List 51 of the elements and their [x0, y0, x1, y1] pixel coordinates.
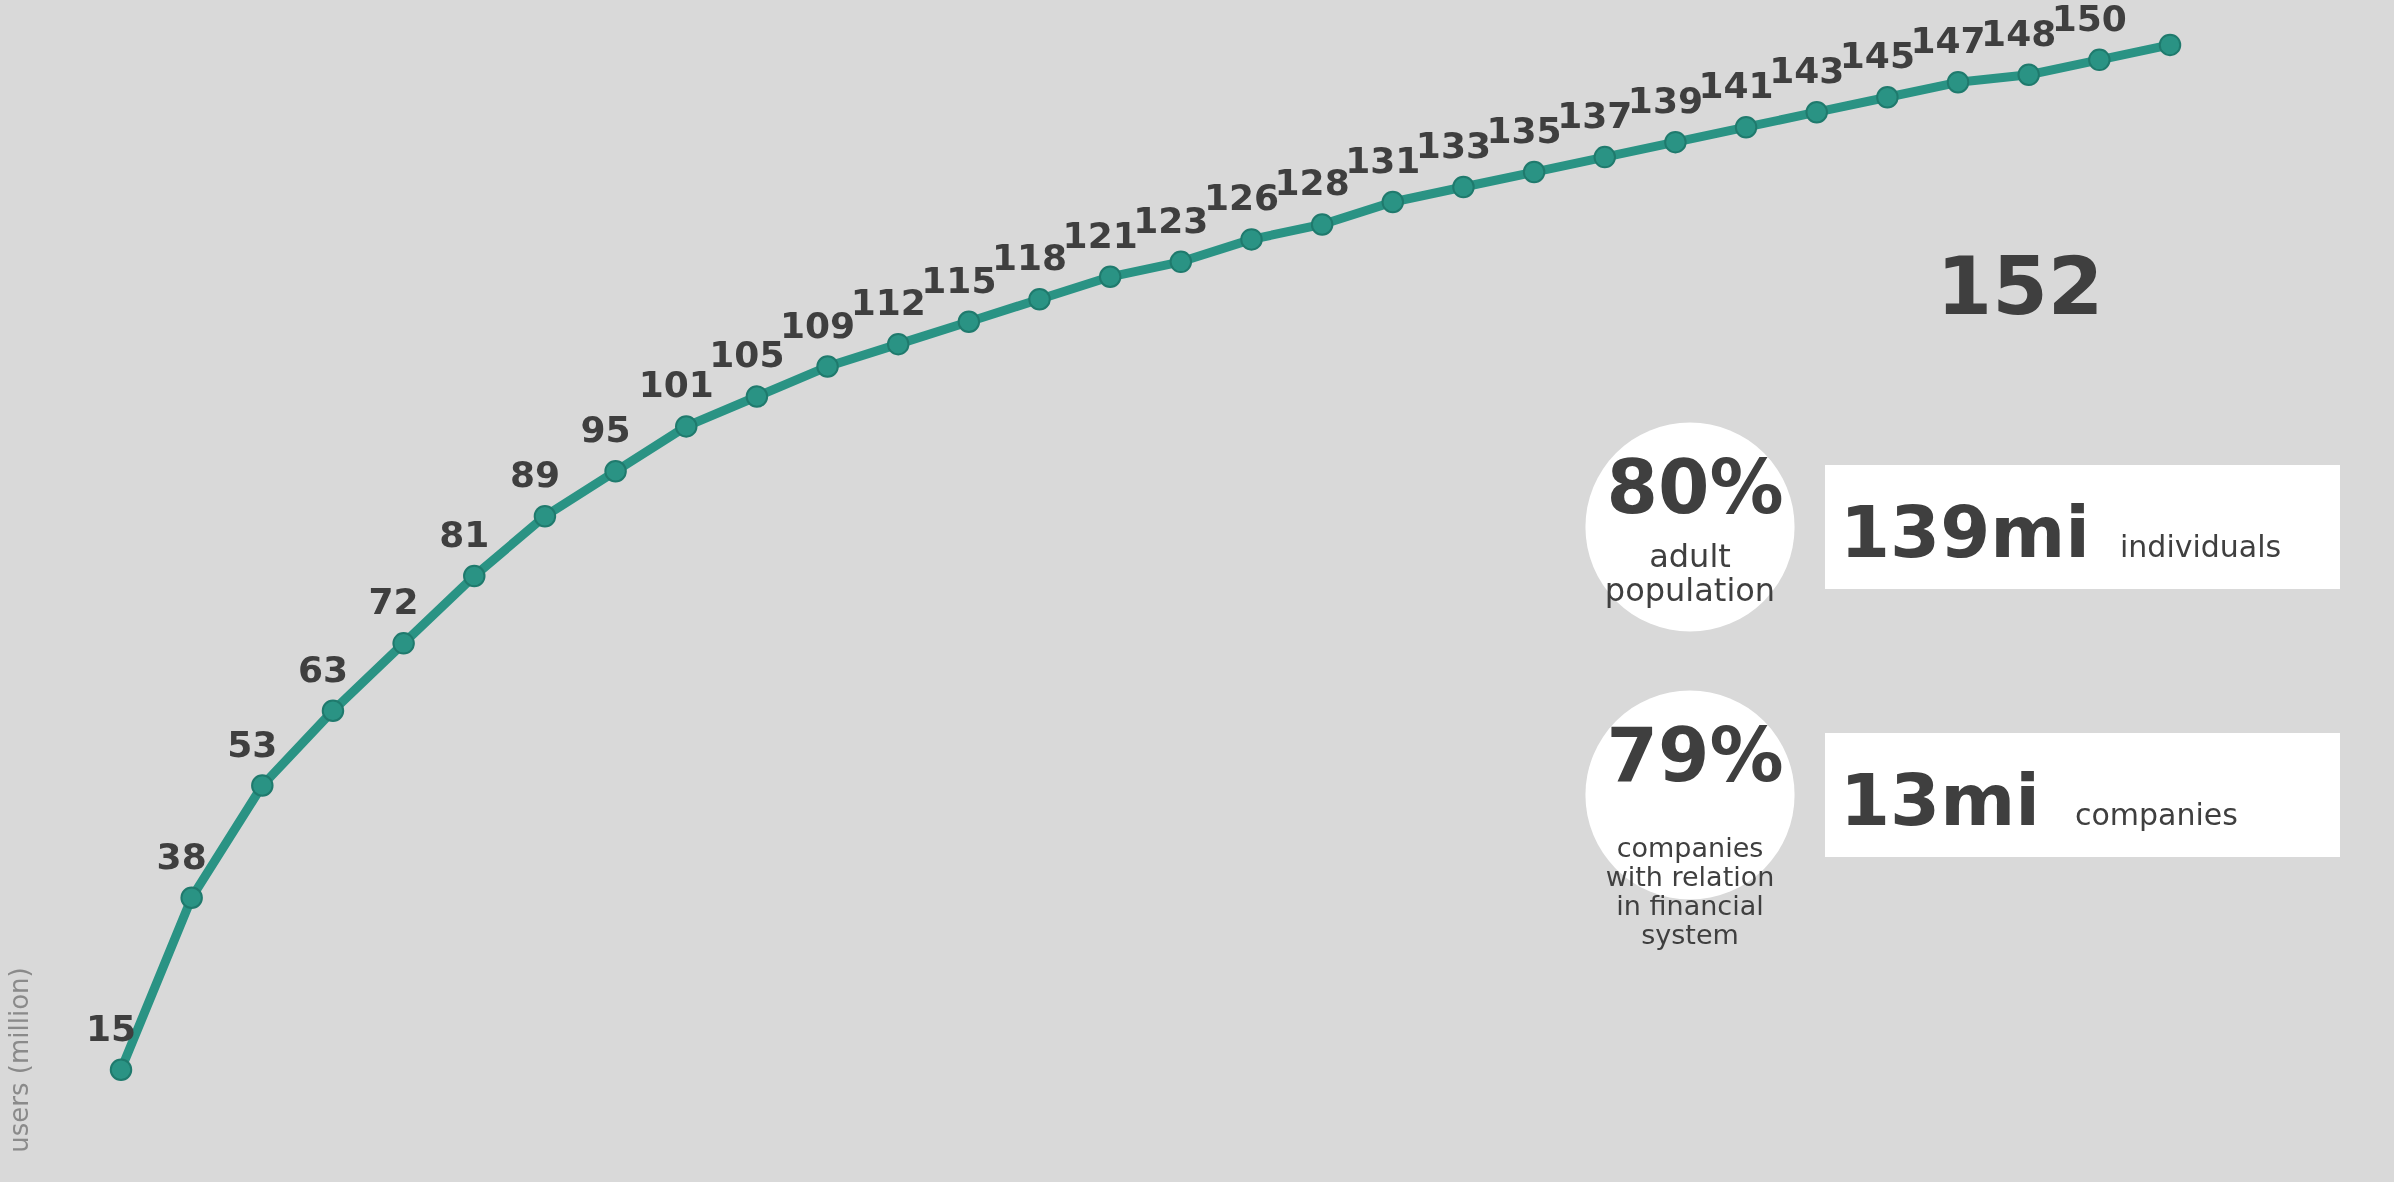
data-label: 15	[85, 1007, 137, 1049]
data-label: 152	[1936, 239, 2104, 333]
data-label: 63	[297, 648, 349, 690]
point	[1805, 100, 1828, 124]
point	[604, 460, 627, 483]
data-label: 72	[368, 581, 419, 623]
annotation: adult population	[1604, 537, 1776, 609]
point	[1310, 213, 1334, 236]
annotation: individuals	[2120, 529, 2282, 564]
point	[2158, 33, 2182, 57]
point	[1098, 265, 1122, 289]
point	[2017, 63, 2040, 87]
point	[1664, 130, 1687, 154]
data-label: 133	[1415, 125, 1492, 167]
point	[1522, 160, 1546, 184]
annotation: companies with relation in financial system	[1605, 832, 1775, 950]
annotation: 139mi	[1840, 490, 2090, 574]
data-label: 95	[580, 409, 631, 451]
data-label: 118	[991, 237, 1068, 279]
point	[321, 699, 345, 722]
point	[1734, 115, 1758, 139]
point	[1028, 288, 1051, 311]
data-label: 38	[156, 835, 207, 877]
data-label: 53	[227, 723, 278, 765]
data-label: 89	[509, 454, 560, 496]
point	[1946, 71, 1970, 94]
point	[251, 774, 274, 797]
point	[816, 355, 839, 378]
annotation: 13mi	[1840, 758, 2040, 842]
point	[2088, 48, 2111, 72]
point	[1381, 190, 1405, 214]
annotation: companies	[2075, 797, 2238, 832]
point	[180, 886, 203, 909]
point	[886, 332, 910, 356]
point	[463, 564, 486, 588]
data-label: 81	[439, 514, 490, 556]
point	[1876, 86, 1899, 109]
point	[1593, 145, 1617, 169]
point	[1452, 175, 1475, 199]
y-axis-title: users (million)	[4, 967, 34, 1153]
point	[957, 310, 981, 333]
point	[392, 632, 415, 655]
point	[1240, 228, 1263, 251]
point	[109, 1058, 133, 1082]
point	[674, 415, 698, 438]
point	[745, 385, 769, 408]
point	[1169, 250, 1193, 274]
annotation: 80%	[1606, 444, 1784, 530]
point	[533, 504, 557, 528]
annotation: 79%	[1606, 712, 1784, 798]
data-label: 123	[1133, 199, 1209, 241]
